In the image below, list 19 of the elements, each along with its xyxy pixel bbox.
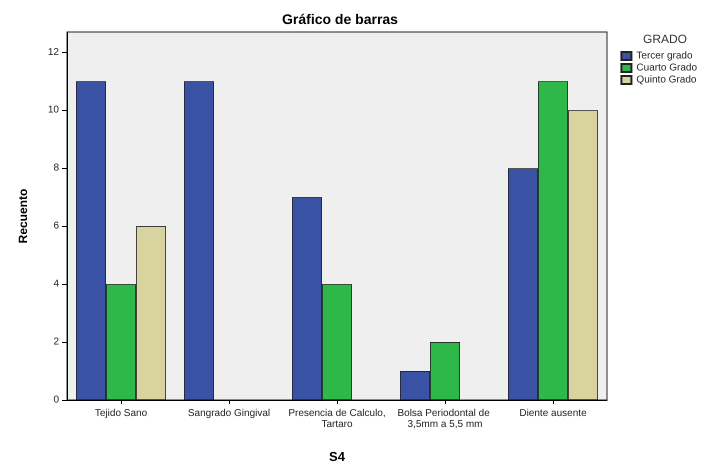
y-tick-label: 4 (53, 278, 60, 290)
legend-label: Quinto Grado (636, 74, 697, 86)
y-axis-title: Recuento (16, 188, 30, 244)
y-tick-label: 0 (53, 394, 60, 406)
legend-label: Cuarto Grado (636, 62, 698, 74)
x-tick-label: Diente ausente (519, 408, 588, 419)
y-tick-label: 8 (53, 162, 60, 174)
y-tick-label: 6 (53, 220, 60, 232)
legend-label: Tercer grado (636, 50, 693, 62)
y-tick-label: 2 (53, 336, 60, 348)
x-tick-label: Tejido Sano (94, 408, 148, 419)
x-tick-label: Bolsa Periodontal de 3,5mm a 5,5 mm (397, 408, 493, 430)
chart-title: Gráfico de barras (282, 11, 398, 27)
x-axis-title: S4 (329, 449, 346, 464)
y-tick-label: 10 (48, 104, 60, 116)
legend-title: GRADO (642, 32, 688, 46)
y-tick-label: 12 (48, 46, 60, 58)
x-tick-label: Sangrado Gingival (188, 408, 270, 419)
x-tick-label: Presencia de Calculo,Tartaro (288, 408, 386, 430)
